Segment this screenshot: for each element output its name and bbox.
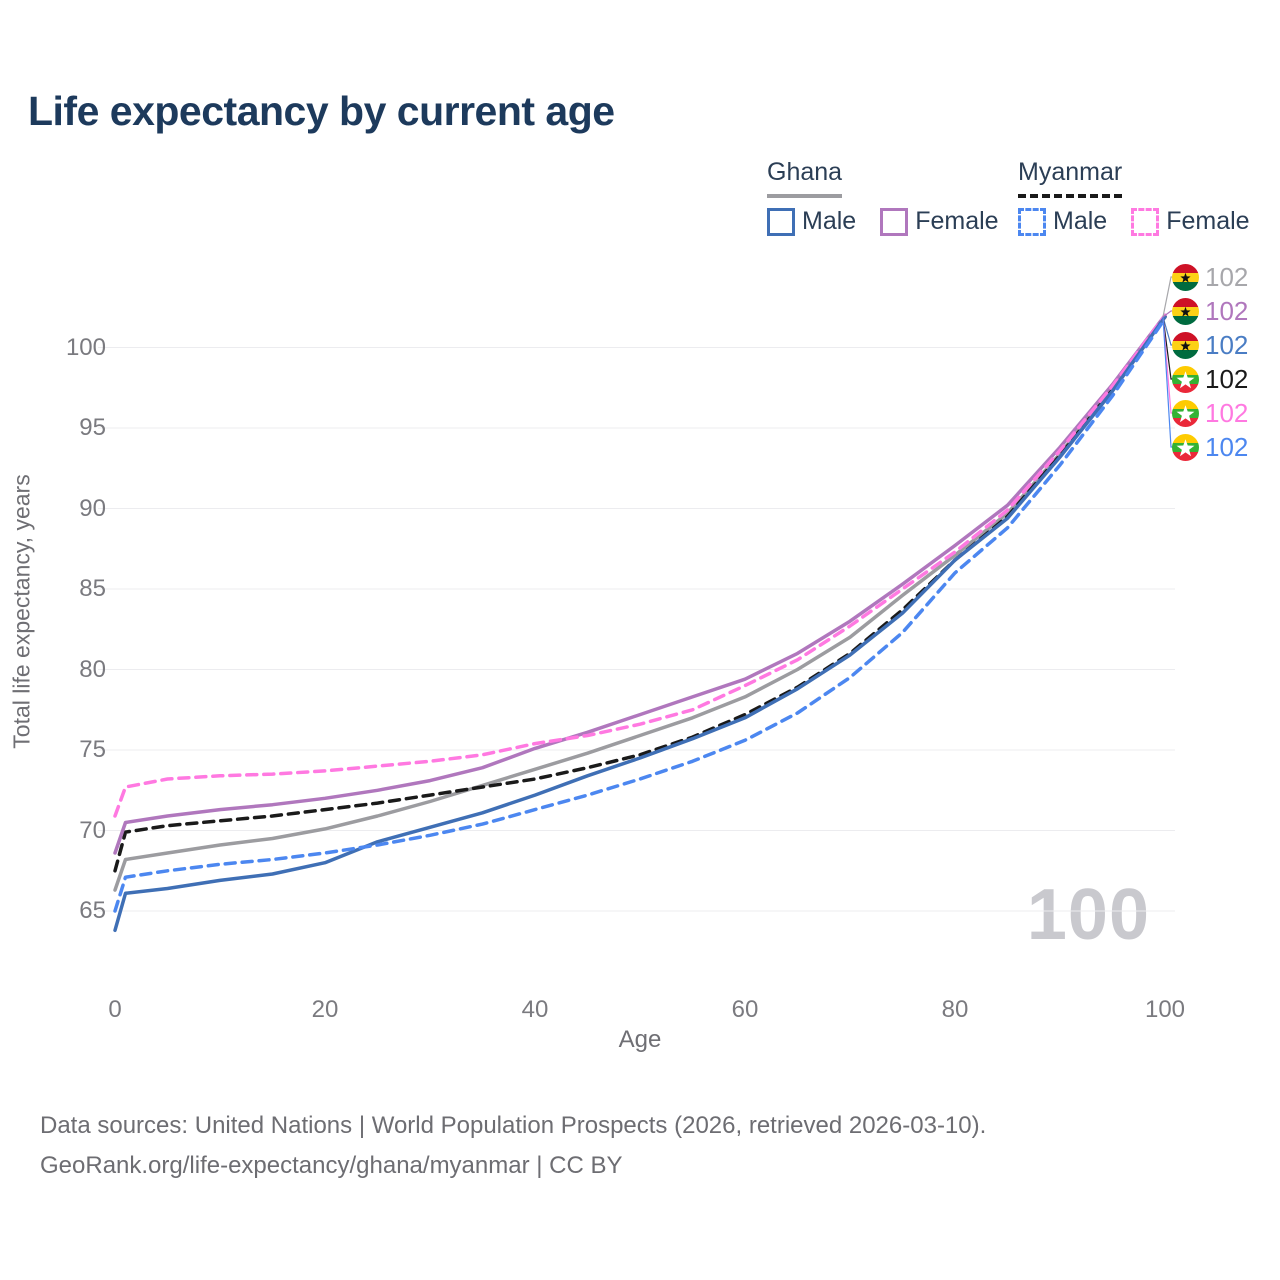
x-tick-100: 100	[1144, 996, 1186, 1023]
legend-group-myanmar: Myanmar Male Female	[1018, 158, 1250, 236]
legend-country-ghana[interactable]: Ghana	[767, 158, 843, 198]
ghana-flag-icon	[1172, 297, 1199, 325]
legend-item-myanmar-male[interactable]: Male	[1018, 207, 1107, 236]
x-tick-20: 20	[311, 996, 339, 1023]
end-value: 102	[1205, 431, 1249, 462]
end-value: 102	[1205, 363, 1249, 394]
series-line-ghana-male[interactable]	[113, 315, 1167, 933]
series-line-ghana-total[interactable]	[113, 315, 1167, 892]
myanmar-flag-icon	[1172, 399, 1199, 427]
x-tick-40: 40	[521, 996, 549, 1023]
legend-item-label: Female	[915, 207, 999, 235]
legend-swatch-icon	[1018, 207, 1046, 236]
series-line-myanmar-total[interactable]	[113, 315, 1167, 873]
series-line-ghana-female[interactable]	[113, 313, 1167, 855]
y-tick-80: 80	[79, 655, 106, 683]
y-tick-75: 75	[79, 736, 106, 763]
hover-age-indicator: 100	[1026, 875, 1150, 955]
legend-item-label: Male	[1053, 207, 1108, 235]
end-label-row-myanmar-female: 102	[1172, 363, 1248, 395]
end-value: 102	[1205, 397, 1249, 428]
legend-group-ghana: Ghana Male Female	[767, 158, 999, 236]
ghana-flag-icon	[1172, 331, 1199, 359]
footer: Data sources: United Nations | World Pop…	[40, 1106, 986, 1186]
end-label-row-myanmar-all: 102	[1172, 295, 1248, 327]
series-line-myanmar-male[interactable]	[113, 316, 1167, 913]
legend-swatch-icon	[880, 207, 909, 236]
attribution-text: GeoRank.org/life-expectancy/ghana/myanma…	[40, 1152, 623, 1179]
end-value: 102	[1205, 295, 1249, 326]
myanmar-flag-icon	[1172, 365, 1199, 393]
y-tick-90: 90	[79, 494, 106, 522]
legend-swatch-icon	[767, 207, 795, 236]
x-tick-0: 0	[108, 996, 122, 1023]
legend-items: Male Female	[1018, 207, 1250, 236]
y-tick-95: 95	[79, 414, 106, 441]
x-tick-60: 60	[731, 996, 759, 1023]
data-sources-text: Data sources: United Nations | World Pop…	[40, 1112, 987, 1139]
end-value: 102	[1205, 329, 1249, 360]
legend-items: Male Female	[767, 207, 999, 236]
end-label-row-ghana-male: 102	[1172, 397, 1248, 429]
ghana-flag-icon	[1172, 263, 1199, 291]
legend-item-label: Female	[1166, 207, 1250, 235]
legend-swatch-icon	[1131, 207, 1160, 236]
x-axis-title: Age	[618, 1026, 662, 1053]
series-line-myanmar-female[interactable]	[113, 313, 1167, 818]
y-tick-100: 100	[65, 333, 106, 361]
end-label-row-ghana-all: 102	[1172, 261, 1248, 293]
legend-item-ghana-female[interactable]: Female	[880, 207, 999, 236]
myanmar-flag-icon	[1172, 433, 1199, 461]
page-title: Life expectancy by current age	[28, 88, 615, 134]
y-tick-85: 85	[79, 575, 106, 602]
legend-item-myanmar-female[interactable]: Female	[1131, 207, 1250, 236]
legend-item-ghana-male[interactable]: Male	[767, 207, 856, 236]
y-tick-65: 65	[79, 897, 106, 924]
legend-item-label: Male	[802, 207, 857, 235]
legend-country-myanmar[interactable]: Myanmar	[1018, 158, 1123, 198]
x-tick-80: 80	[941, 996, 969, 1023]
end-value: 102	[1205, 261, 1249, 292]
y-tick-70: 70	[79, 816, 106, 844]
end-label-row-myanmar-male: 102	[1172, 431, 1248, 463]
end-label-row-ghana-female: 102	[1172, 329, 1248, 361]
